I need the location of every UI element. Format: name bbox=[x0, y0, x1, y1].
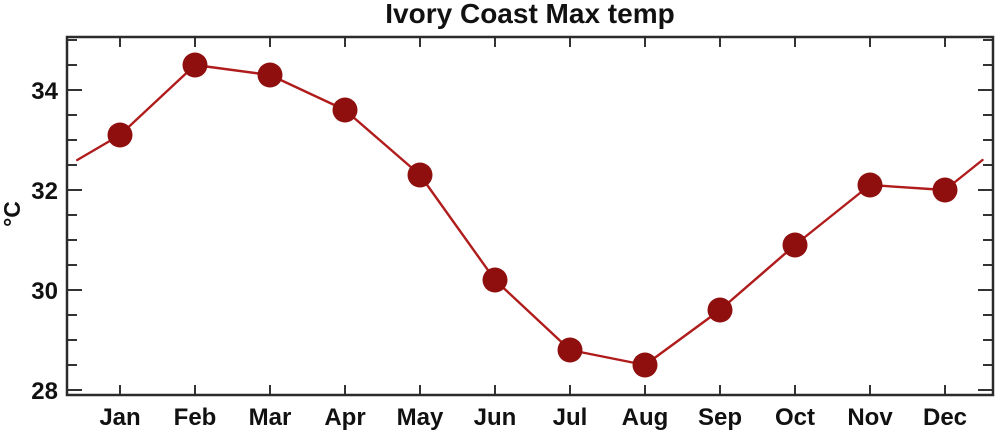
y-tick-label: 30 bbox=[31, 278, 58, 305]
temperature-line bbox=[76, 63, 984, 367]
x-tick-label: Dec bbox=[923, 404, 967, 431]
y-axis-label: °C bbox=[0, 201, 25, 227]
data-point-mar bbox=[257, 62, 283, 88]
data-point-apr bbox=[332, 97, 358, 123]
data-point-jan bbox=[107, 122, 133, 148]
chart-title: Ivory Coast Max temp bbox=[385, 0, 675, 29]
x-tick-label: Aug bbox=[622, 404, 669, 431]
x-tick-label: Jan bbox=[99, 404, 140, 431]
data-point-feb bbox=[182, 52, 208, 78]
x-tick-label: Sep bbox=[698, 404, 742, 431]
data-point-dec bbox=[932, 177, 958, 203]
data-point-sep bbox=[707, 297, 733, 323]
x-tick-label: Jun bbox=[474, 404, 517, 431]
plot-frame bbox=[65, 35, 995, 397]
y-tick-label: 28 bbox=[31, 378, 58, 405]
x-tick-label: Feb bbox=[174, 404, 217, 431]
data-point-oct bbox=[782, 232, 808, 258]
x-tick-label: Jul bbox=[553, 404, 588, 431]
data-point-aug bbox=[632, 352, 658, 378]
data-point-jun bbox=[482, 267, 508, 293]
x-tick-label: Mar bbox=[249, 404, 292, 431]
data-point-jul bbox=[557, 337, 583, 363]
data-point-nov bbox=[857, 172, 883, 198]
x-tick-label: Oct bbox=[775, 404, 815, 431]
x-tick-label: May bbox=[397, 404, 444, 431]
y-tick-label: 32 bbox=[31, 178, 58, 205]
y-tick-label: 34 bbox=[31, 78, 58, 105]
x-tick-label: Apr bbox=[324, 404, 365, 431]
x-tick-label: Nov bbox=[847, 404, 893, 431]
data-point-may bbox=[407, 162, 433, 188]
